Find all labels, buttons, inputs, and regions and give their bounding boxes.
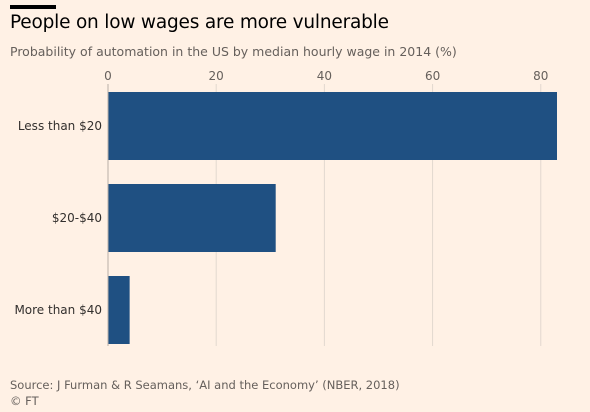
chart-title: People on low wages are more vulnerable <box>10 12 389 33</box>
x-tick-label-20: 20 <box>209 69 224 83</box>
category-label-0: Less than $20 <box>18 119 102 133</box>
chart-subtitle: Probability of automation in the US by m… <box>10 44 457 59</box>
brand-rule <box>10 5 56 9</box>
bar-0 <box>108 92 557 160</box>
category-label-1: $20-$40 <box>52 211 102 225</box>
source-note: Source: J Furman & R Seamans, ‘AI and th… <box>10 378 400 392</box>
x-tick-label-80: 80 <box>533 69 548 83</box>
x-tick-label-60: 60 <box>425 69 440 83</box>
x-tick-label-40: 40 <box>317 69 332 83</box>
bar-2 <box>108 276 130 344</box>
bar-1 <box>108 184 276 252</box>
x-tick-label-0: 0 <box>104 69 112 83</box>
category-label-2: More than $40 <box>14 303 102 317</box>
ft-credit: © FT <box>10 394 39 408</box>
